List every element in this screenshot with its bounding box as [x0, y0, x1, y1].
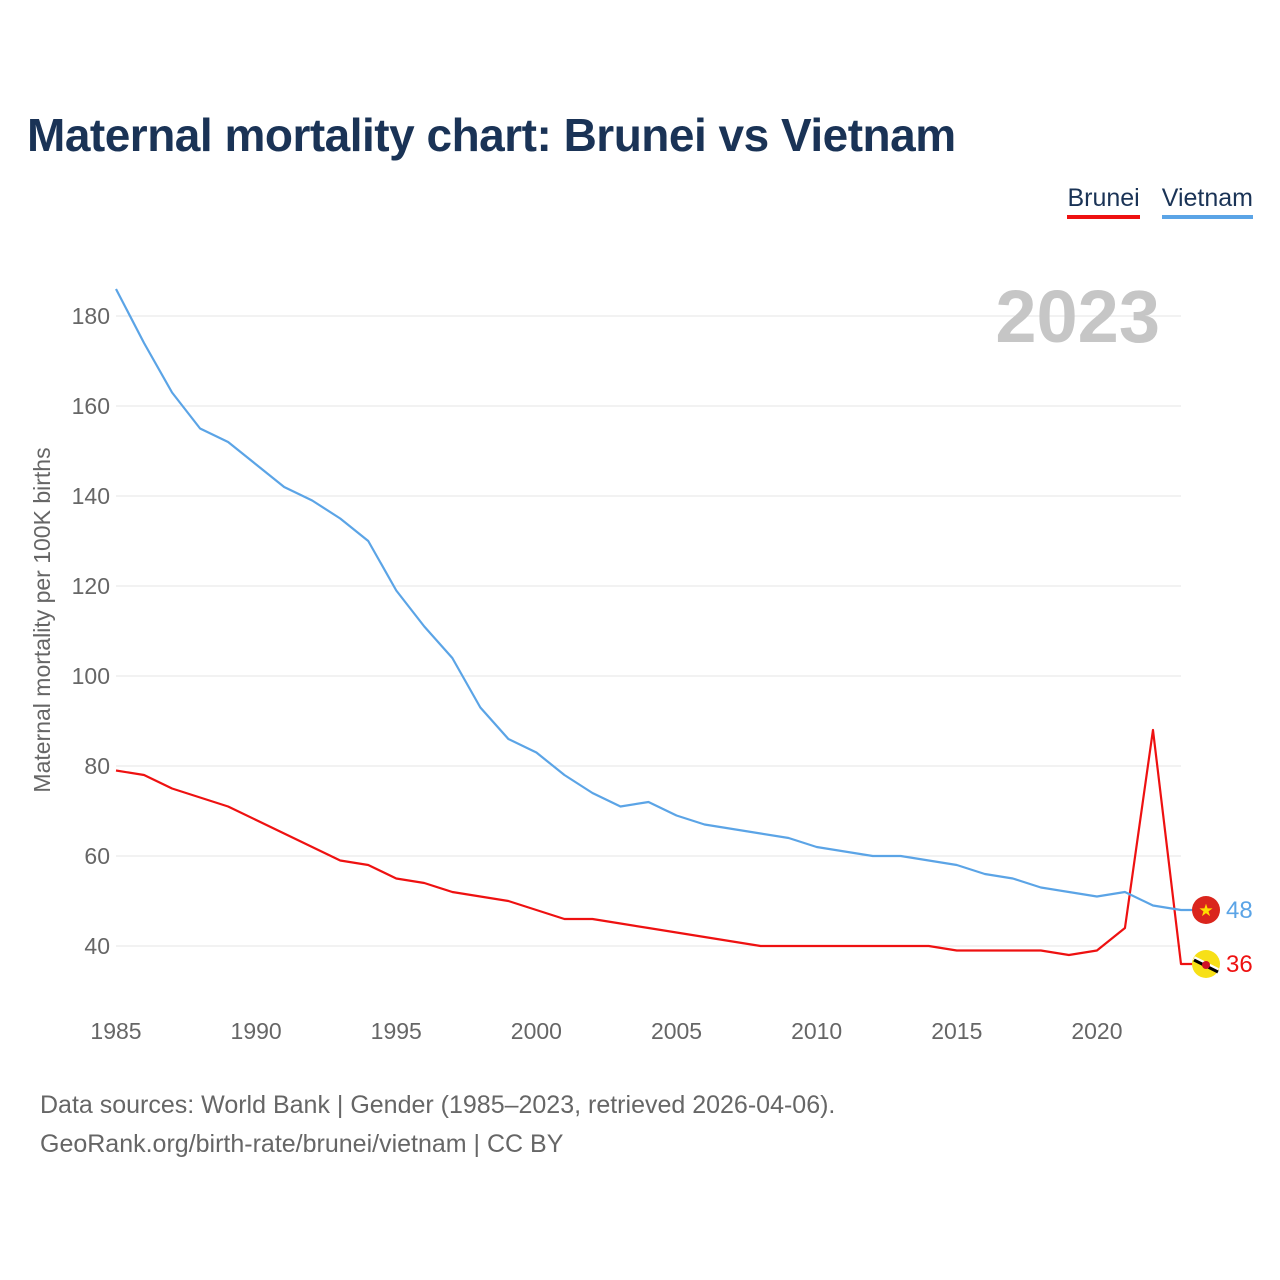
series-line-vietnam	[115, 288, 1206, 912]
x-axis-ticks: 1985 1990 1995 2000 2005 2010 2015 2020	[90, 1018, 1122, 1044]
x-tick-label: 2015	[931, 1018, 982, 1044]
x-tick-label: 2000	[511, 1018, 562, 1044]
x-tick-label: 2005	[651, 1018, 702, 1044]
footer: Data sources: World Bank | Gender (1985–…	[40, 1086, 835, 1164]
end-value-brunei: 36	[1226, 951, 1253, 978]
y-tick-label: 120	[72, 573, 110, 599]
flag-emblem	[1202, 961, 1210, 969]
end-value-vietnam: 48	[1226, 897, 1253, 924]
y-tick-label: 60	[84, 843, 110, 869]
y-axis-ticks: 40 60 80 100 120 140 160 180	[72, 303, 110, 959]
star-icon: ★	[1198, 901, 1213, 921]
y-tick-label: 180	[72, 303, 110, 329]
x-tick-label: 1990	[231, 1018, 282, 1044]
y-tick-label: 40	[84, 933, 110, 959]
series-line-brunei	[115, 728, 1206, 966]
y-tick-label: 140	[72, 483, 110, 509]
legend: Brunei Vietnam	[1067, 184, 1253, 219]
attribution-text: GeoRank.org/birth-rate/brunei/vietnam | …	[40, 1130, 564, 1158]
grid	[116, 315, 1181, 947]
legend-item-vietnam[interactable]: Vietnam	[1161, 184, 1253, 219]
line-chart: 40 60 80 100 120 140 160 180 1985 1990 1995 2000 20…	[29, 275, 1253, 1044]
x-tick-label: 2010	[791, 1018, 842, 1044]
data-source-text: Data sources: World Bank | Gender (1985–…	[40, 1091, 836, 1119]
series-end-markers: 36 ★ 48	[1192, 896, 1253, 978]
vietnam-flag-icon: ★	[1192, 896, 1220, 924]
y-tick-label: 100	[72, 663, 110, 689]
chart-title: Maternal mortality chart: Brunei vs Viet…	[27, 109, 956, 161]
vietnam-flag-disc	[1192, 896, 1220, 924]
y-tick-label: 80	[84, 753, 110, 779]
y-axis-label: Maternal mortality per 100K births	[29, 447, 55, 792]
year-label: 2023	[995, 275, 1160, 358]
x-tick-label: 2020	[1071, 1018, 1122, 1044]
x-tick-label: 1985	[90, 1018, 141, 1044]
legend-item-brunei[interactable]: Brunei	[1067, 184, 1140, 219]
y-tick-label: 160	[72, 393, 110, 419]
series-lines	[115, 288, 1206, 966]
brunei-flag-icon	[1192, 950, 1220, 978]
x-tick-label: 1995	[371, 1018, 422, 1044]
